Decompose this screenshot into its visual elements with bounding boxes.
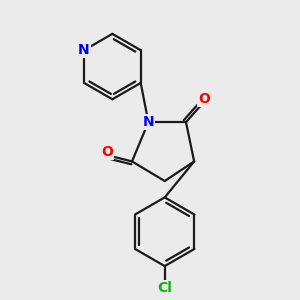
Text: N: N <box>142 115 154 129</box>
Text: O: O <box>198 92 210 106</box>
Text: N: N <box>78 43 90 57</box>
Text: O: O <box>101 145 113 159</box>
Text: Cl: Cl <box>157 281 172 295</box>
